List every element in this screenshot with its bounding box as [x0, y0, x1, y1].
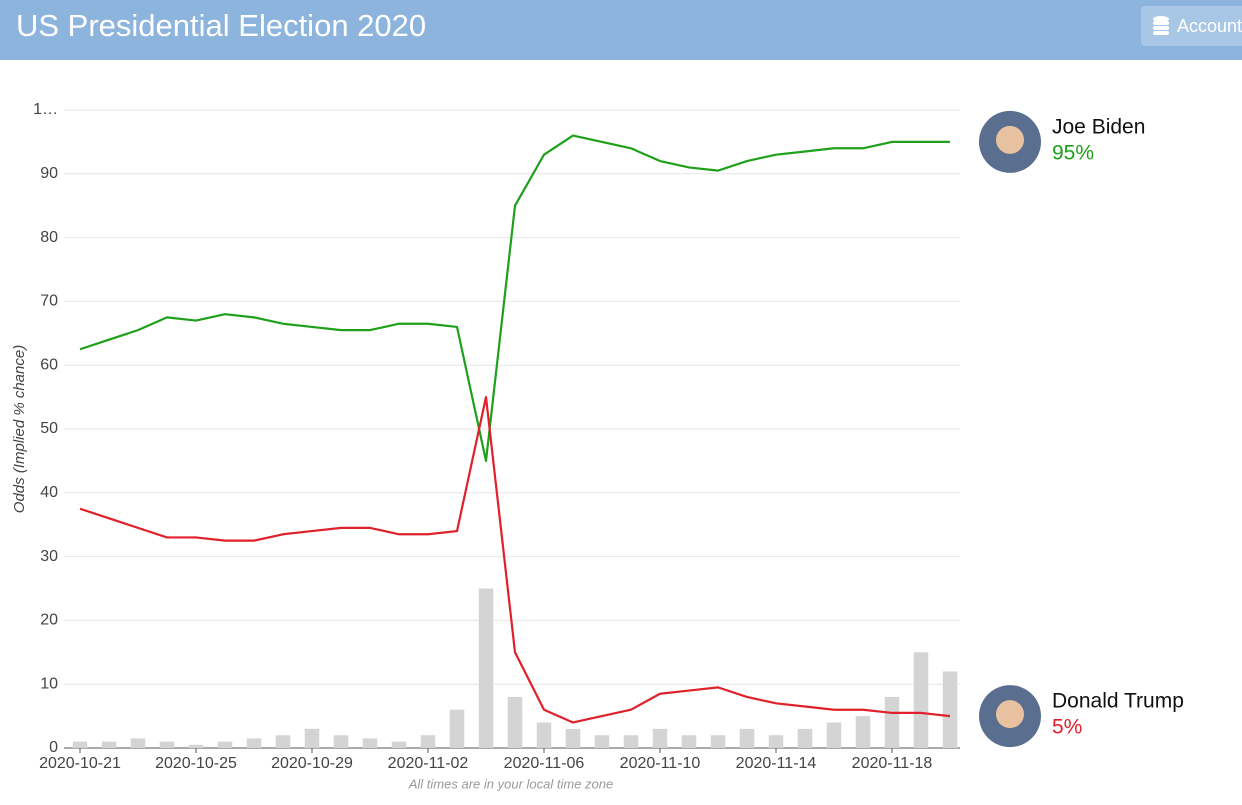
y-tick-label: 90: [40, 165, 58, 182]
volume-bar: [478, 588, 494, 748]
page-title: US Presidential Election 2020: [16, 8, 427, 43]
account-button[interactable]: Account: [1141, 6, 1242, 46]
volume-bar: [449, 709, 465, 748]
volume-bar: [275, 735, 291, 748]
avatar-face: [996, 700, 1024, 729]
legend-item: Joe Biden 95%: [979, 110, 1145, 173]
chart: Odds (Implied % chance) All times are in…: [11, 101, 1184, 791]
volume-bar: [710, 735, 726, 748]
volume-bar: [188, 744, 204, 748]
volume-bar: [420, 735, 436, 748]
footnote: All times are in your local time zone: [408, 776, 613, 791]
volume-bar: [536, 722, 552, 748]
y-tick-label: 30: [40, 548, 58, 565]
volume-bar: [652, 728, 668, 748]
volume-bar: [391, 741, 407, 748]
y-tick-label: 80: [40, 229, 58, 246]
volume-bar: [159, 741, 175, 748]
x-tick-label: 2020-10-29: [271, 755, 353, 772]
volume-bar: [768, 735, 784, 748]
volume-bar: [942, 671, 958, 748]
legend-item: Donald Trump 5%: [979, 685, 1184, 748]
y-tick-label: 20: [40, 612, 58, 629]
db-icon: [1153, 16, 1169, 35]
volume-bar: [217, 741, 233, 748]
y-tick-label: 1…: [33, 101, 58, 118]
legend-name: Joe Biden: [1052, 115, 1145, 138]
volume-bar: [101, 741, 117, 748]
y-tick-label: 10: [40, 675, 58, 692]
legend-value: 5%: [1052, 716, 1082, 739]
x-tick-label: 2020-10-25: [155, 755, 237, 772]
volume-bar: [855, 716, 871, 748]
volume-bar: [304, 728, 320, 748]
volume-bar: [826, 722, 842, 748]
volume-bar: [130, 738, 146, 748]
y-axis-label: Odds (Implied % chance): [11, 345, 28, 513]
volume-bar: [246, 738, 262, 748]
volume-bar: [333, 735, 349, 748]
legend-value: 95%: [1052, 141, 1094, 164]
volume-bar: [913, 652, 929, 748]
y-tick-label: 40: [40, 484, 58, 501]
x-tick-label: 2020-11-10: [620, 755, 701, 772]
series-line: [79, 396, 951, 724]
y-tick-label: 0: [49, 739, 58, 756]
volume-bar: [565, 728, 581, 748]
header: US Presidential Election 2020 Account: [0, 0, 1242, 60]
account-label: Account: [1177, 16, 1242, 36]
y-tick-label: 60: [40, 356, 58, 373]
x-tick-label: 2020-11-06: [504, 755, 585, 772]
y-tick-label: 50: [40, 420, 58, 437]
avatar-face: [996, 125, 1024, 154]
volume-bar: [72, 741, 88, 748]
volume-bar: [884, 696, 900, 748]
volume-bar: [507, 696, 523, 748]
volume-bar: [623, 735, 639, 748]
volume-bar: [739, 728, 755, 748]
x-tick-label: 2020-11-14: [736, 755, 817, 772]
volume-bar: [362, 738, 378, 748]
series-line: [79, 134, 950, 462]
volume-bar: [797, 728, 813, 748]
legend-name: Donald Trump: [1052, 690, 1184, 713]
volume-bar: [681, 735, 697, 748]
x-tick-label: 2020-11-02: [388, 755, 469, 772]
x-tick-label: 2020-11-18: [852, 755, 933, 772]
y-tick-label: 70: [40, 293, 58, 310]
volume-bar: [594, 735, 610, 748]
x-tick-label: 2020-10-21: [39, 755, 121, 772]
